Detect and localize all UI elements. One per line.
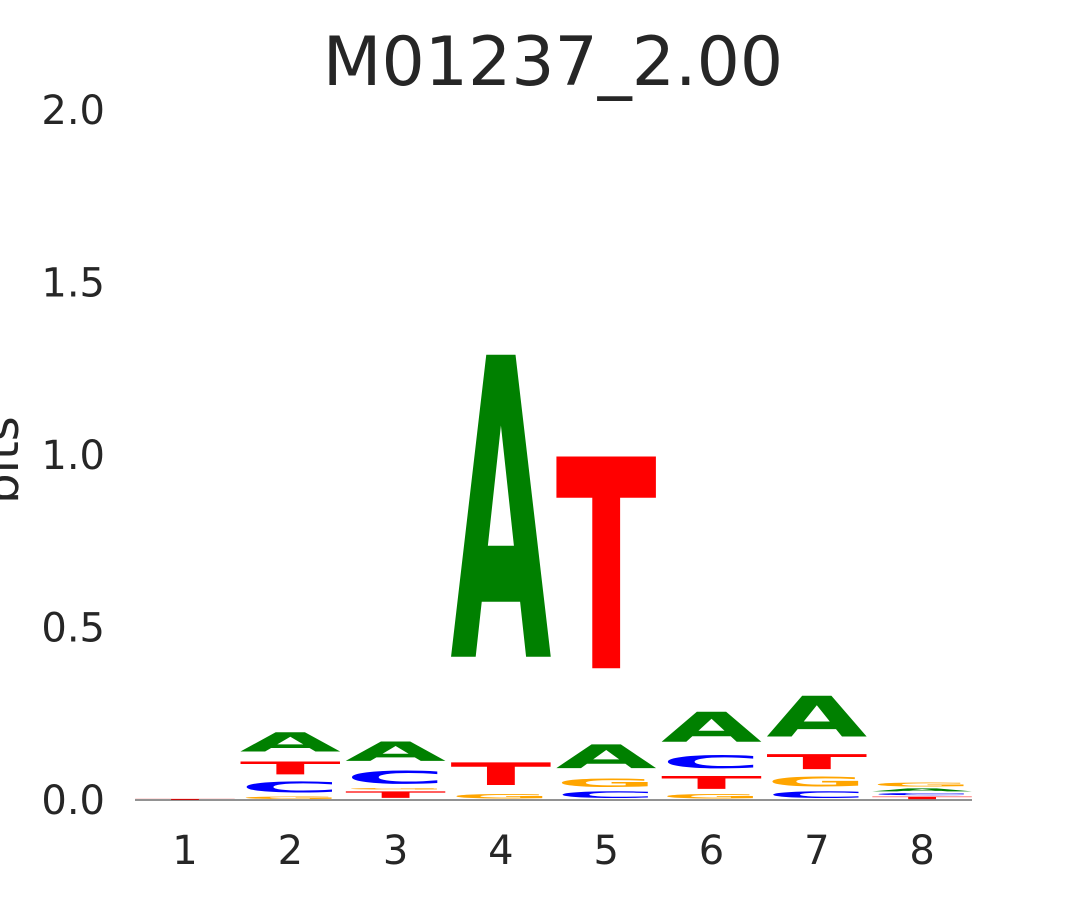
logo-letter-a: A — [661, 703, 762, 751]
logo-letter-a: A — [766, 685, 867, 750]
logo-letter-g: G — [556, 776, 657, 790]
logo-letter-c: C — [240, 779, 341, 796]
logo-letter-t: T — [450, 757, 551, 793]
x-tick-label: 5 — [593, 828, 618, 874]
y-tick-label: 0.5 — [41, 606, 105, 652]
logo-letter-g: G — [240, 796, 341, 800]
x-tick-label: 6 — [699, 828, 724, 874]
y-tick-label: 1.0 — [41, 433, 105, 479]
x-tick-label: 8 — [909, 828, 934, 874]
x-tick-label: 1 — [172, 828, 197, 874]
logo-letter-a: A — [450, 274, 552, 756]
logo-letter-t: T — [556, 400, 657, 738]
logo-letter-t: T — [135, 799, 236, 800]
x-tick-label: 7 — [804, 828, 829, 874]
y-axis-label: bits — [0, 416, 30, 504]
logo-letter-g: G — [766, 774, 867, 789]
logo-letter-g: G — [345, 788, 446, 790]
logo-letter-t: T — [872, 796, 973, 800]
logo-letter-g: G — [872, 781, 973, 787]
logo-letter-a: A — [345, 737, 446, 768]
y-axis-ticks: 0.0 0.5 1.0 1.5 2.0 — [41, 88, 105, 824]
logo-letter-t: T — [661, 772, 762, 793]
x-tick-label: 2 — [278, 828, 303, 874]
logo-letter-t: T — [345, 790, 446, 800]
logo-letter-c: C — [345, 767, 446, 788]
logo-letter-c: C — [661, 752, 762, 773]
logo-letter-t: T — [766, 750, 867, 774]
y-tick-label: 2.0 — [41, 88, 105, 134]
logo-letter-g: G — [450, 792, 551, 800]
logo-letter-c: C — [766, 790, 867, 800]
logo-letter-a: A — [556, 738, 658, 776]
logo-letter-c: C — [872, 792, 973, 795]
logo-letter-a: A — [240, 727, 341, 758]
y-tick-label: 0.0 — [41, 778, 105, 824]
logo-letter-g: G — [661, 793, 762, 800]
logo-letter-c: C — [556, 790, 657, 800]
logo-letter-t: T — [240, 758, 341, 779]
logo-letter-a: A — [872, 788, 973, 793]
x-axis-ticks: 1 2 3 4 5 6 7 8 — [172, 828, 935, 874]
y-tick-label: 1.5 — [41, 261, 105, 307]
x-tick-label: 3 — [383, 828, 408, 874]
chart-title: M01237_2.00 — [323, 23, 783, 102]
x-tick-label: 4 — [488, 828, 513, 874]
